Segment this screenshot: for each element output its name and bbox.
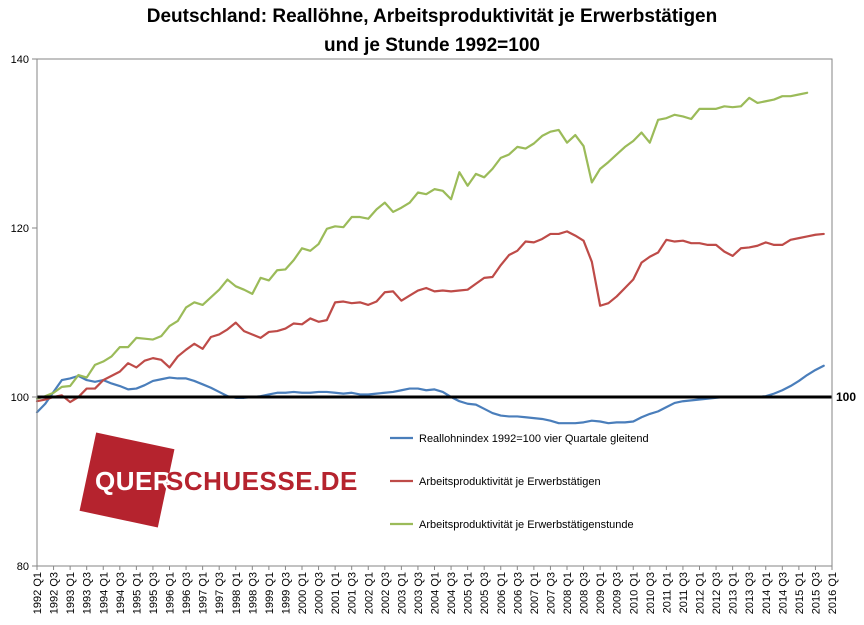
x-tick-label: 2006 Q3 [512, 572, 524, 614]
x-tick-label: 2016 Q1 [827, 572, 839, 614]
x-tick-label: 2002 Q3 [380, 572, 392, 614]
x-tick-label: 1992 Q1 [32, 572, 44, 614]
x-tick-label: 2009 Q3 [612, 572, 624, 614]
legend-label-1: Reallohnindex 1992=100 vier Quartale gle… [419, 433, 649, 445]
x-tick-label: 1993 Q1 [65, 572, 77, 614]
x-tick-label: 1992 Q3 [49, 572, 61, 614]
x-tick-label: 1998 Q1 [231, 572, 243, 614]
legend-label-2: Arbeitsproduktivität je Erwerbstätigen [419, 476, 601, 488]
x-tick-label: 1995 Q3 [148, 572, 160, 614]
x-tick-label: 2013 Q1 [728, 572, 740, 614]
x-tick-label: 2015 Q3 [810, 572, 822, 614]
x-tick-label: 2013 Q3 [744, 572, 756, 614]
x-tick-label: 2015 Q1 [794, 572, 806, 614]
x-tick-label: 2007 Q3 [545, 572, 557, 614]
x-tick-label: 1995 Q1 [131, 572, 143, 614]
chart-title-line2: und je Stunde 1992=100 [324, 35, 540, 56]
x-tick-label: 2005 Q3 [479, 572, 491, 614]
x-tick-label: 2010 Q3 [645, 572, 657, 614]
x-tick-label: 2010 Q1 [628, 572, 640, 614]
chart-title-line1: Deutschland: Reallöhne, Arbeitsproduktiv… [146, 6, 718, 27]
x-tick-label: 1999 Q3 [280, 572, 292, 614]
reference-line-label: 100 [836, 390, 856, 404]
y-tick-label: 120 [11, 223, 29, 235]
logo-red-square [79, 432, 175, 528]
x-tick-label: 1997 Q3 [214, 572, 226, 614]
x-tick-label: 2006 Q1 [496, 572, 508, 614]
x-tick-label: 1993 Q3 [82, 572, 94, 614]
x-tick-label: 2012 Q3 [711, 572, 723, 614]
series-line-3 [35, 91, 809, 400]
querschuesse-logo: QUER SCHUESSE.DE [79, 432, 358, 528]
x-tick-label: 2008 Q1 [562, 572, 574, 614]
x-tick-label: 2014 Q3 [777, 572, 789, 614]
x-tick-label: 2004 Q1 [430, 572, 442, 614]
x-tick-label: 1996 Q1 [165, 572, 177, 614]
y-tick-label: 100 [11, 392, 29, 404]
logo-text-left: QUER [95, 466, 172, 496]
series-line-1 [35, 364, 825, 425]
x-tick-label: 2000 Q1 [297, 572, 309, 614]
x-tick-label: 2014 Q1 [761, 572, 773, 614]
x-tick-label: 2011 Q3 [678, 572, 690, 613]
x-tick-label: 1996 Q3 [181, 572, 193, 614]
x-tick-label: 2003 Q1 [396, 572, 408, 614]
series-line-2 [35, 230, 825, 404]
legend-label-3: Arbeitsproduktivität je Erwerbstätigenst… [419, 519, 634, 531]
x-tick-label: 2003 Q3 [413, 572, 425, 614]
x-tick-label: 2008 Q3 [579, 572, 591, 614]
x-tick-label: 2012 Q1 [695, 572, 707, 614]
x-tick-label: 1997 Q1 [198, 572, 210, 614]
x-tick-label: 2007 Q1 [529, 572, 541, 614]
logo-text-right: SCHUESSE.DE [166, 466, 358, 496]
x-tick-label: 2009 Q1 [595, 572, 607, 614]
y-tick-label: 80 [17, 561, 29, 573]
x-tick-label: 2001 Q1 [330, 572, 342, 614]
x-tick-label: 1994 Q3 [115, 572, 127, 614]
y-tick-label: 140 [11, 54, 29, 66]
x-tick-label: 2011 Q1 [661, 572, 673, 613]
x-tick-label: 2000 Q3 [314, 572, 326, 614]
x-tick-label: 2005 Q1 [463, 572, 475, 614]
x-tick-label: 1998 Q3 [247, 572, 259, 614]
x-tick-label: 2004 Q3 [446, 572, 458, 614]
x-tick-label: 1994 Q1 [98, 572, 110, 614]
x-tick-label: 2002 Q1 [363, 572, 375, 614]
x-tick-label: 1999 Q1 [264, 572, 276, 614]
x-tick-label: 2001 Q3 [347, 572, 359, 614]
